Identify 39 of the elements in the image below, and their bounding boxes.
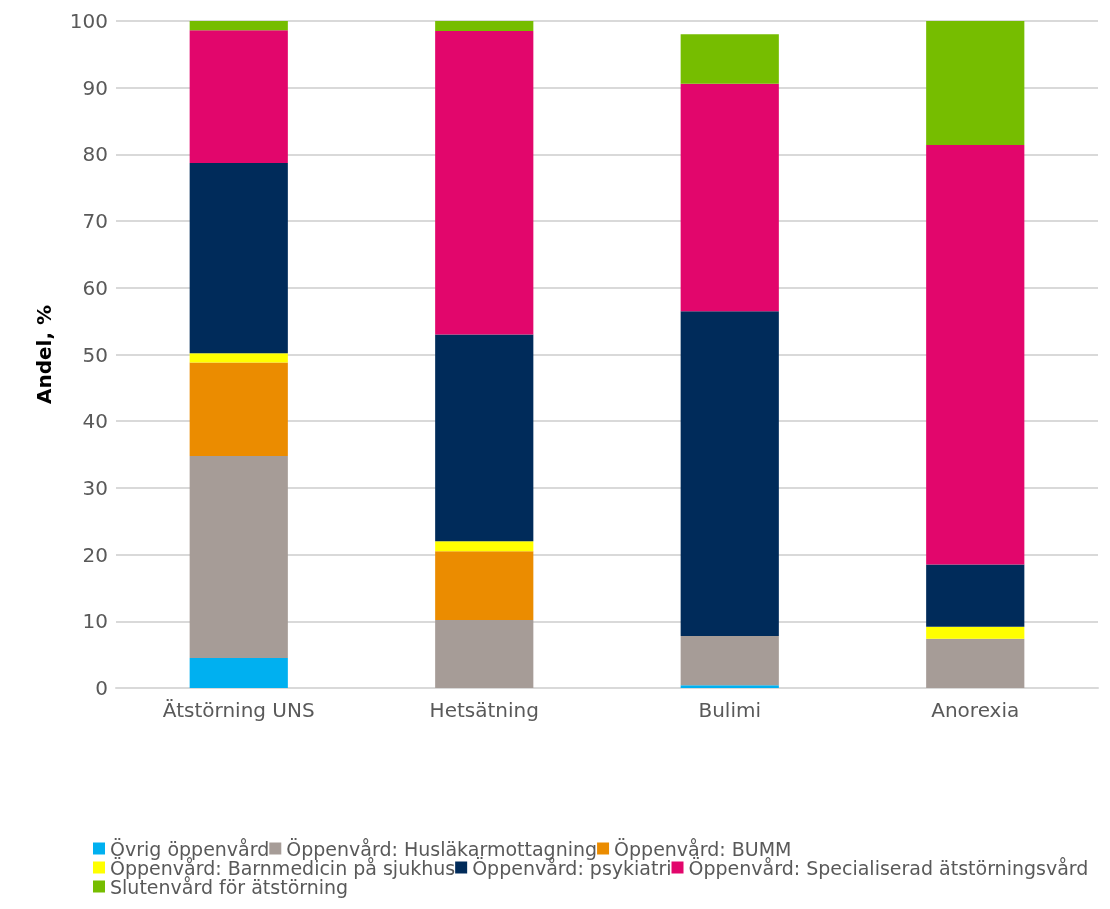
y-tick-label: 80 xyxy=(82,142,108,167)
bar xyxy=(680,34,779,84)
bar xyxy=(189,657,288,688)
y-axis-title: Andel, % xyxy=(32,304,56,405)
y-tick-label: 0 xyxy=(95,676,108,700)
bar xyxy=(435,31,534,335)
bar xyxy=(435,551,534,620)
bar xyxy=(435,21,534,32)
bar xyxy=(680,685,779,688)
x-tick-label: Ätstörning UNS xyxy=(162,698,315,722)
bar xyxy=(189,362,288,456)
y-tick-label: 40 xyxy=(82,409,108,434)
bar xyxy=(926,564,1025,627)
x-tick-label: Bulimi xyxy=(698,698,762,722)
y-tick-label: 60 xyxy=(82,275,108,300)
bar xyxy=(435,334,534,542)
bar xyxy=(189,21,288,31)
bar xyxy=(926,626,1025,639)
y-tick-label: 100 xyxy=(69,9,108,33)
y-tick-label: 20 xyxy=(82,542,108,567)
bar xyxy=(680,311,779,636)
y-tick-label: 70 xyxy=(82,209,108,234)
bar xyxy=(680,635,779,686)
bar xyxy=(926,145,1025,565)
bar xyxy=(926,638,1025,688)
y-tick-label: 90 xyxy=(82,75,108,100)
y-tick-label: 30 xyxy=(82,475,108,500)
y-tick-label: 50 xyxy=(82,342,108,367)
bar xyxy=(189,163,288,354)
bar xyxy=(435,619,534,688)
bar xyxy=(189,30,288,164)
x-tick-label: Anorexia xyxy=(931,698,1020,722)
bar xyxy=(189,353,288,363)
bar xyxy=(435,541,534,552)
bar xyxy=(189,455,288,658)
bar xyxy=(926,21,1025,146)
x-tick-label: Hetsätning xyxy=(429,698,539,722)
bar xyxy=(680,83,779,312)
y-tick-label: 10 xyxy=(82,609,108,634)
